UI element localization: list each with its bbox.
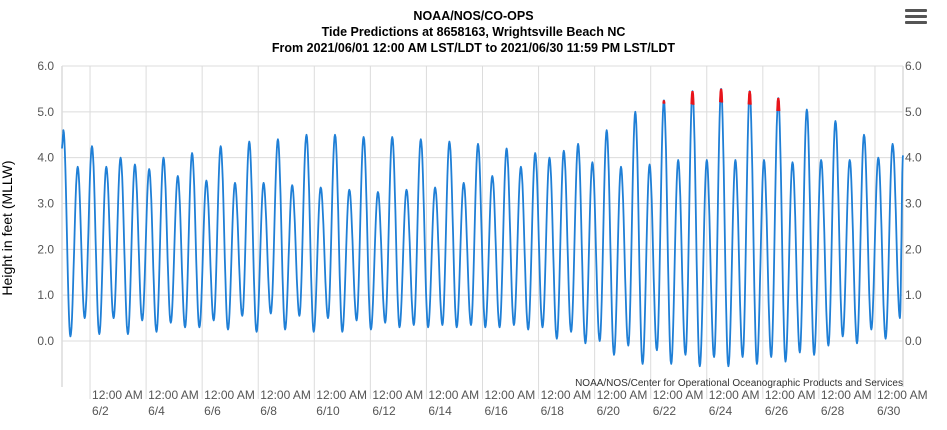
x-tick-label-time: 12:00 AM: [372, 388, 423, 402]
x-tick-label-date: 6/16: [485, 404, 509, 418]
x-tick-label-time: 12:00 AM: [821, 388, 872, 402]
y-tick-label-left: 6.0: [37, 59, 54, 73]
y-tick-label-right: 4.0: [905, 151, 922, 165]
x-tick-label-date: 6/20: [597, 404, 621, 418]
chart-title-block: NOAA/NOS/CO-OPS Tide Predictions at 8658…: [0, 8, 947, 56]
chart-subtitle-station: Tide Predictions at 8658163, Wrightsvill…: [321, 25, 626, 39]
x-tick-label-time: 12:00 AM: [148, 388, 199, 402]
y-tick-label-right: 5.0: [905, 105, 922, 119]
x-tick-label-time: 12:00 AM: [204, 388, 255, 402]
hamburger-menu-icon[interactable]: [905, 9, 929, 29]
y-tick-label-right: 1.0: [905, 288, 922, 302]
x-tick-label-date: 6/2: [92, 404, 109, 418]
y-tick-label-left: 3.0: [37, 197, 54, 211]
y-tick-label-left: 2.0: [37, 242, 54, 256]
x-tick-label-time: 12:00 AM: [428, 388, 479, 402]
x-tick-label-time: 12:00 AM: [316, 388, 367, 402]
x-tick-label-time: 12:00 AM: [541, 388, 592, 402]
x-tick-label-time: 12:00 AM: [597, 388, 648, 402]
y-tick-label-left: 4.0: [37, 151, 54, 165]
y-tick-label-right: 2.0: [905, 242, 922, 256]
series-layer: [61, 88, 904, 368]
x-tick-label-time: 12:00 AM: [92, 388, 143, 402]
x-tick-label-time: 12:00 AM: [653, 388, 704, 402]
x-tick-label-date: 6/30: [877, 404, 901, 418]
y-axis-label: Height in feet (MLLW): [0, 160, 15, 296]
chart-credit: NOAA/NOS/Center for Operational Oceanogr…: [575, 378, 903, 389]
x-tick-label-time: 12:00 AM: [709, 388, 760, 402]
x-tick-label-date: 6/24: [709, 404, 733, 418]
x-tick-label-date: 6/10: [316, 404, 340, 418]
chart-subtitle-range: From 2021/06/01 12:00 AM LST/LDT to 2021…: [271, 41, 676, 55]
y-tick-label-left: 0.0: [37, 334, 54, 348]
axis-layer: 6.0 6.0 5.0 5.0 4.0 4.0 3.0 3.0 2.0 2.0 1.0 1.0 0.0 0…: [37, 59, 927, 418]
y-tick-label-right: 6.0: [905, 59, 922, 73]
y-tick-label-left: 1.0: [37, 288, 54, 302]
x-tick-label-date: 6/22: [653, 404, 677, 418]
x-tick-label-time: 12:00 AM: [485, 388, 536, 402]
tide-flood-segment: [747, 91, 752, 105]
tide-series-line: [61, 88, 904, 368]
tide-flood-segment: [776, 97, 781, 112]
x-tick-label-time: 12:00 AM: [877, 388, 928, 402]
x-tick-label-time: 12:00 AM: [765, 388, 816, 402]
tide-flood-segment: [719, 88, 724, 103]
x-tick-label-date: 6/28: [821, 404, 845, 418]
x-tick-label-date: 6/8: [260, 404, 277, 418]
x-tick-label-date: 6/18: [541, 404, 565, 418]
x-tick-label-date: 6/12: [372, 404, 396, 418]
x-tick-label-date: 6/14: [428, 404, 452, 418]
x-tick-label-date: 6/4: [148, 404, 165, 418]
y-tick-label-right: 0.0: [905, 334, 922, 348]
tide-flood-segment: [690, 91, 695, 105]
chart-title: NOAA/NOS/CO-OPS: [413, 9, 534, 23]
y-tick-label-right: 3.0: [905, 197, 922, 211]
tide-flood-segment: [662, 100, 666, 104]
x-tick-label-time: 12:00 AM: [260, 388, 311, 402]
x-tick-label-date: 6/6: [204, 404, 221, 418]
x-tick-label-date: 6/26: [765, 404, 789, 418]
y-tick-label-left: 5.0: [37, 105, 54, 119]
